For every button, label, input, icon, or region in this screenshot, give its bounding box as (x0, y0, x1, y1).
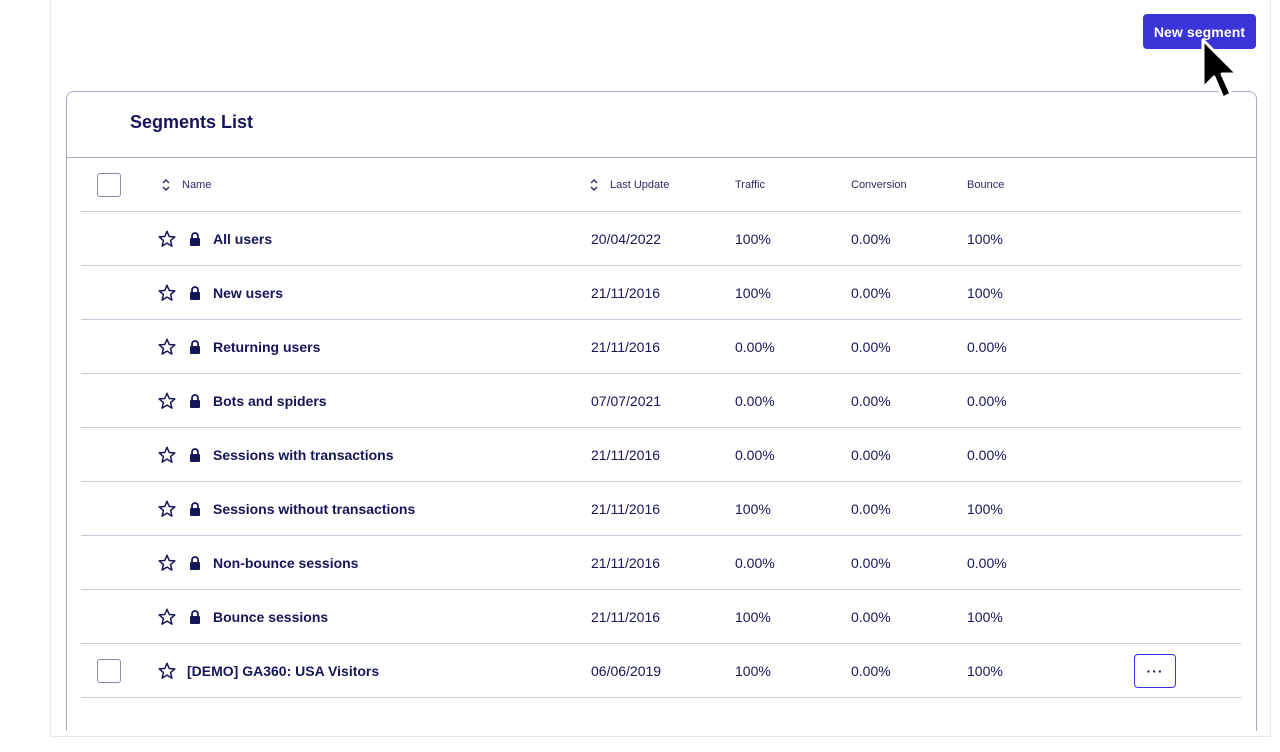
segment-bounce: 100% (967, 284, 1003, 301)
segments-table: Name Last Update Traffic Conversion Boun… (81, 158, 1241, 698)
segment-last-update: 06/06/2019 (591, 662, 662, 679)
segment-traffic: 100% (735, 662, 771, 679)
column-header-last-update[interactable]: Last Update (610, 178, 670, 191)
segment-name[interactable]: All users (213, 230, 273, 247)
segment-bounce: 0.00% (967, 338, 1007, 355)
segment-bounce: 0.00% (967, 554, 1007, 571)
star-icon[interactable] (157, 391, 177, 411)
segment-last-update: 20/04/2022 (591, 230, 662, 247)
segment-bounce: 100% (967, 230, 1003, 247)
segment-last-update: 07/07/2021 (591, 392, 662, 409)
segment-bounce: 100% (967, 500, 1003, 517)
sort-last-update-icon[interactable] (590, 178, 598, 192)
segment-conversion: 0.00% (851, 554, 891, 571)
star-icon[interactable] (157, 499, 177, 519)
segment-conversion: 0.00% (851, 500, 891, 517)
select-all-checkbox[interactable] (97, 172, 121, 197)
segment-bounce: 0.00% (967, 446, 1007, 463)
lock-icon (190, 609, 200, 624)
column-header-conversion: Conversion (851, 178, 907, 191)
table-row[interactable]: Returning users 21/11/2016 0.00% 0.00% 0… (81, 320, 1241, 374)
table-row[interactable]: Non-bounce sessions 21/11/2016 0.00% 0.0… (81, 536, 1241, 590)
segment-traffic: 0.00% (735, 338, 775, 355)
segment-name[interactable]: Bots and spiders (213, 392, 327, 409)
star-icon[interactable] (157, 337, 177, 357)
segment-traffic: 0.00% (735, 554, 775, 571)
lock-icon (190, 339, 200, 354)
segment-last-update: 21/11/2016 (591, 500, 661, 517)
lock-icon (190, 231, 200, 246)
segment-conversion: 0.00% (851, 662, 891, 679)
segment-name[interactable]: Bounce sessions (213, 608, 329, 625)
row-checkbox[interactable] (97, 658, 121, 683)
star-icon[interactable] (157, 283, 177, 303)
lock-icon (190, 555, 200, 570)
segment-last-update: 21/11/2016 (591, 284, 661, 301)
segment-name[interactable]: [DEMO] GA360: USA Visitors (187, 662, 380, 679)
segment-last-update: 21/11/2016 (591, 554, 661, 571)
table-row[interactable]: Sessions without transactions 21/11/2016… (81, 482, 1241, 536)
star-icon[interactable] (157, 553, 177, 573)
new-segment-button[interactable]: New segment (1143, 14, 1256, 49)
column-header-traffic: Traffic (735, 178, 765, 191)
segment-traffic: 0.00% (735, 446, 775, 463)
segment-conversion: 0.00% (851, 230, 891, 247)
segment-name[interactable]: New users (213, 284, 284, 301)
table-header-row: Name Last Update Traffic Conversion Boun… (81, 158, 1241, 212)
segment-bounce: 0.00% (967, 392, 1007, 409)
segment-traffic: 100% (735, 500, 771, 517)
segment-last-update: 21/11/2016 (591, 338, 661, 355)
sort-name-icon[interactable] (162, 178, 170, 192)
segment-conversion: 0.00% (851, 446, 891, 463)
lock-icon (190, 447, 200, 462)
segment-bounce: 100% (967, 608, 1003, 625)
star-icon[interactable] (157, 607, 177, 627)
segment-last-update: 21/11/2016 (591, 608, 661, 625)
star-icon[interactable] (157, 229, 177, 249)
segment-last-update: 21/11/2016 (591, 446, 661, 463)
segment-name[interactable]: Sessions with transactions (213, 446, 394, 463)
card-header: Segments List (67, 92, 1256, 158)
star-icon[interactable] (157, 661, 177, 681)
segment-name[interactable]: Non-bounce sessions (213, 554, 359, 571)
segment-traffic: 0.00% (735, 392, 775, 409)
column-header-bounce: Bounce (967, 178, 1005, 191)
table-row[interactable]: All users 20/04/2022 100% 0.00% 100% (81, 212, 1241, 266)
segment-name[interactable]: Sessions without transactions (213, 500, 416, 517)
segments-list-card: Segments List Name Last Update Traffic C… (66, 91, 1257, 731)
segment-traffic: 100% (735, 608, 771, 625)
table-row[interactable]: Bots and spiders 07/07/2021 0.00% 0.00% … (81, 374, 1241, 428)
segment-conversion: 0.00% (851, 284, 891, 301)
lock-icon (190, 393, 200, 408)
table-row[interactable]: Bounce sessions 21/11/2016 100% 0.00% 10… (81, 590, 1241, 644)
column-header-name[interactable]: Name (182, 178, 212, 191)
segment-conversion: 0.00% (851, 608, 891, 625)
lock-icon (190, 501, 200, 516)
segment-conversion: 0.00% (851, 392, 891, 409)
lock-icon (190, 285, 200, 300)
table-row[interactable]: Sessions with transactions 21/11/2016 0.… (81, 428, 1241, 482)
segment-traffic: 100% (735, 284, 771, 301)
star-icon[interactable] (157, 445, 177, 465)
more-options-button[interactable]: ··· (1134, 653, 1176, 688)
segment-name[interactable]: Returning users (213, 338, 321, 355)
segment-traffic: 100% (735, 230, 771, 247)
segment-bounce: 100% (967, 662, 1003, 679)
card-title: Segments List (130, 112, 254, 132)
table-row[interactable]: [DEMO] GA360: USA Visitors 06/06/2019 10… (81, 644, 1241, 698)
table-row[interactable]: New users 21/11/2016 100% 0.00% 100% (81, 266, 1241, 320)
segment-conversion: 0.00% (851, 338, 891, 355)
